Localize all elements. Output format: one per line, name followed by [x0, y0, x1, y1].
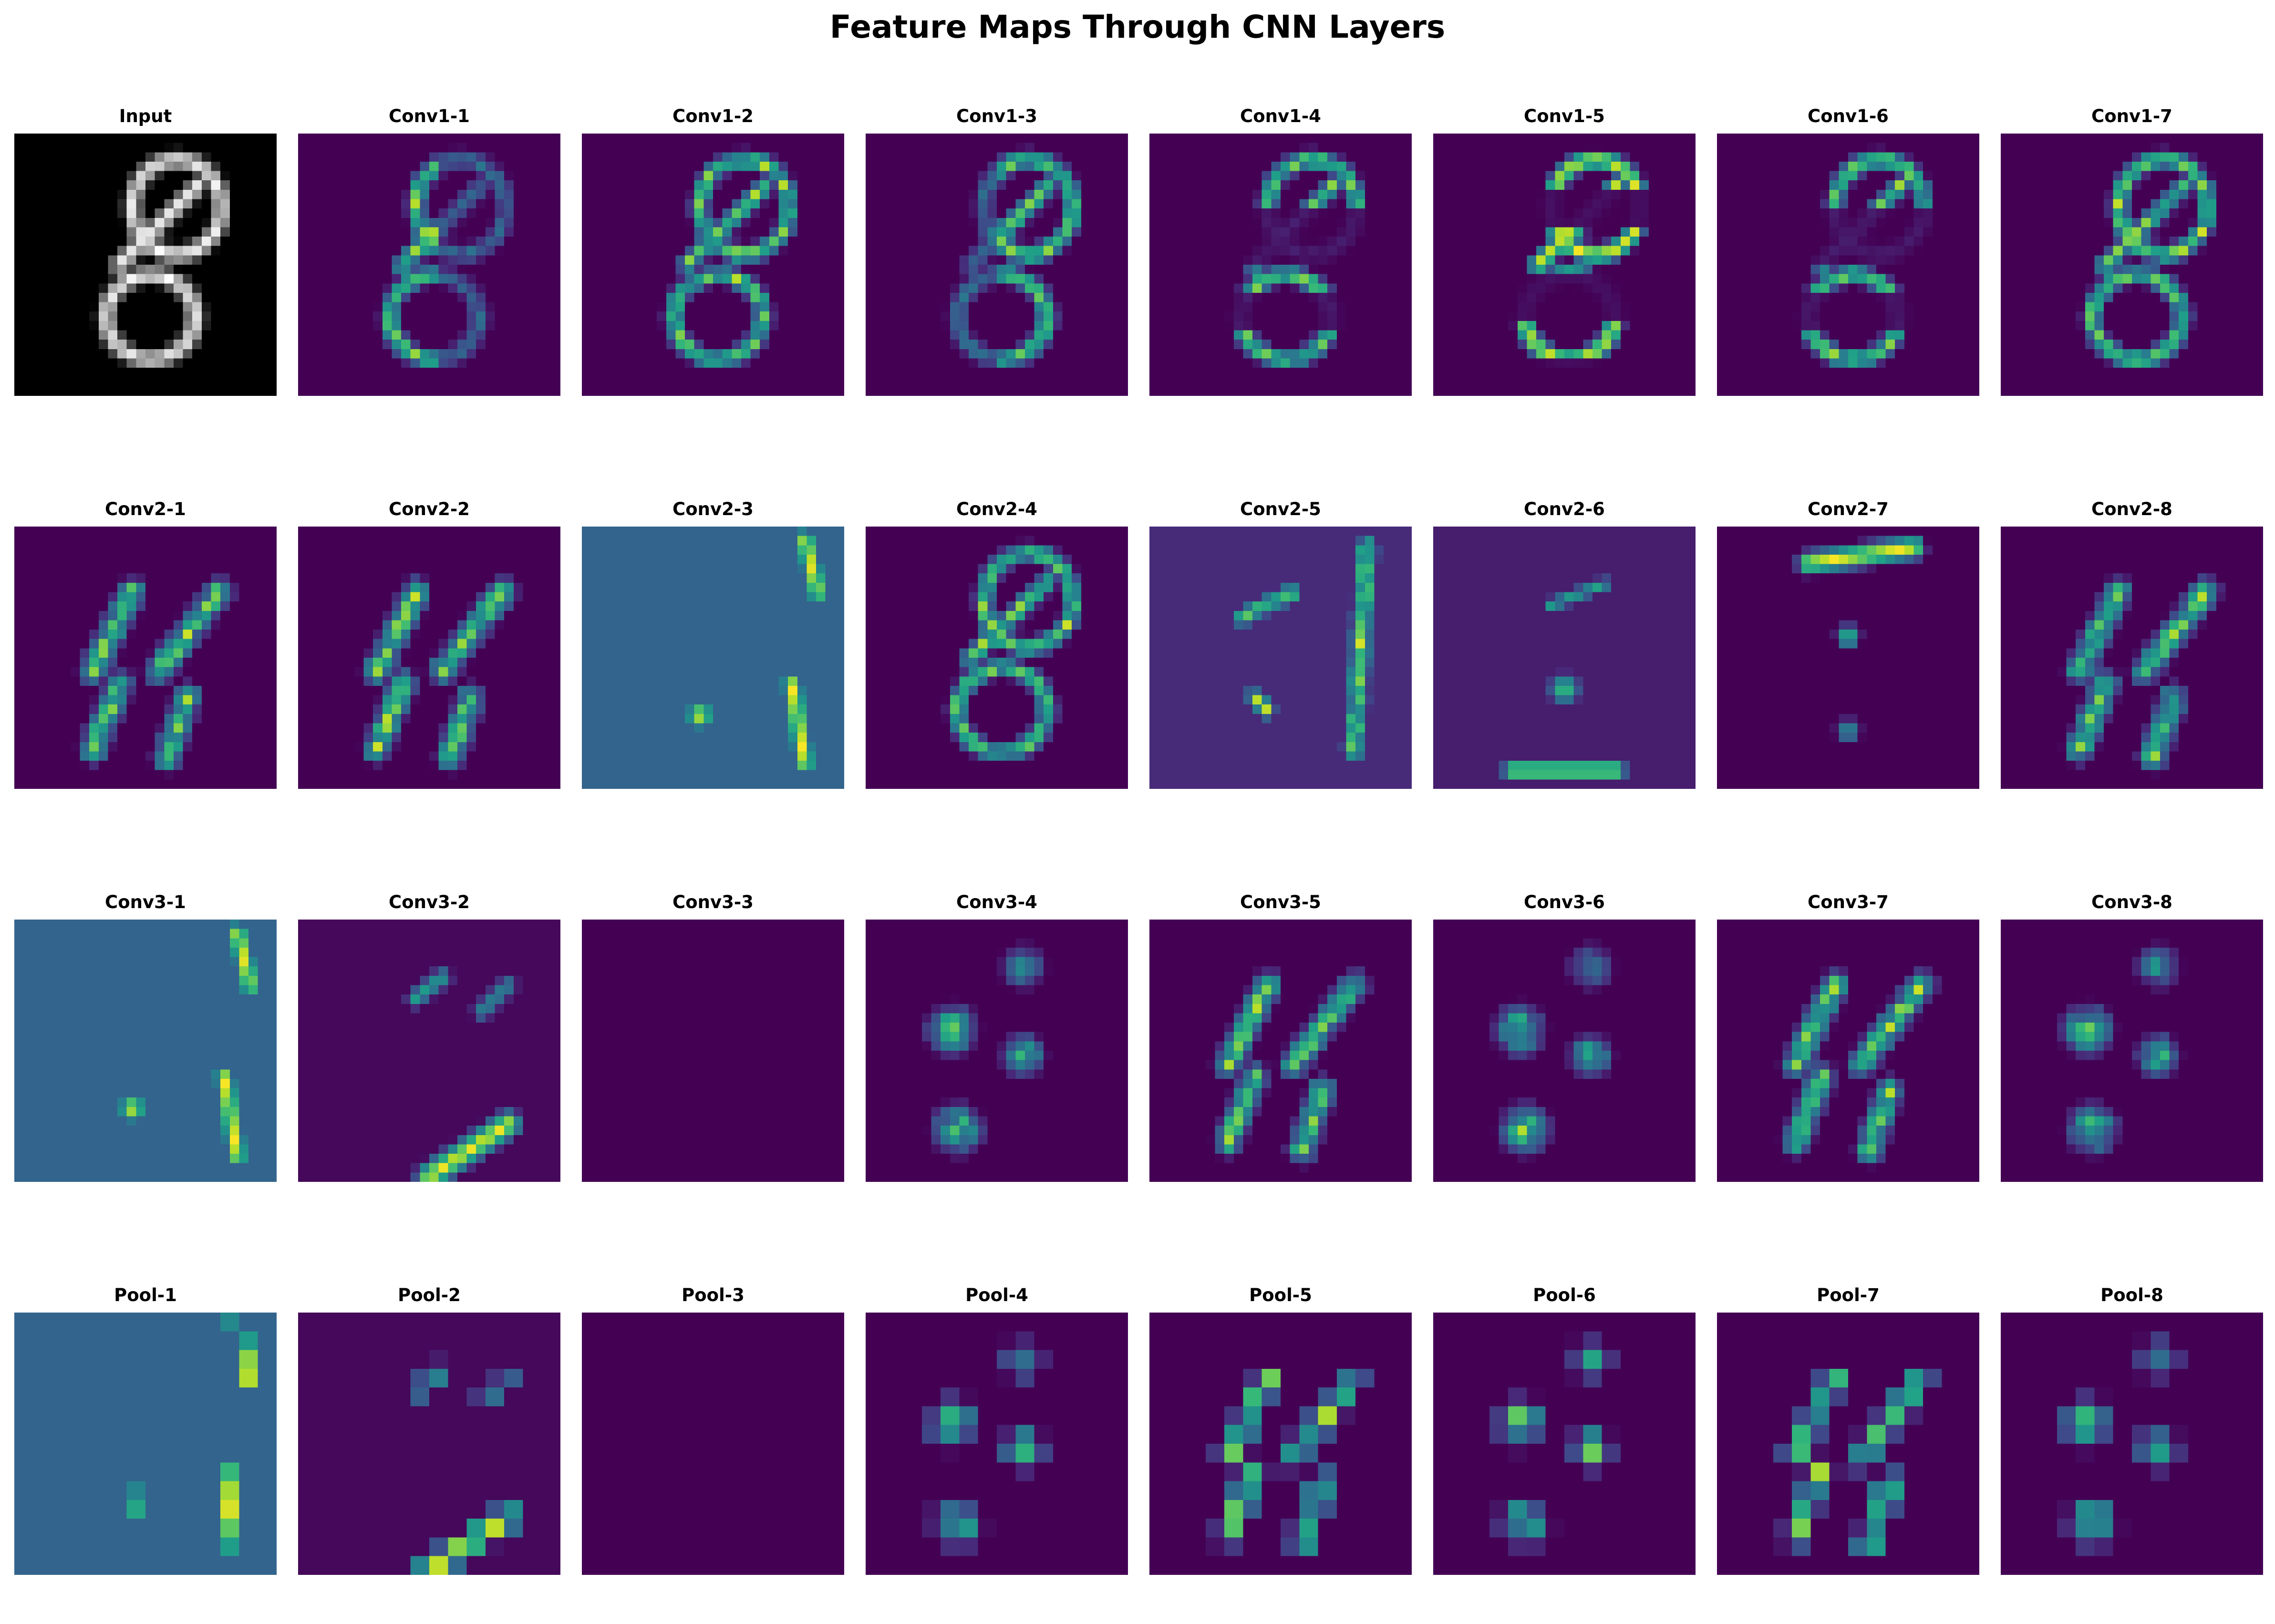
panel-title: Conv3-1	[105, 892, 186, 912]
panel-title: Conv3-3	[672, 892, 754, 912]
panel-pool-2: Pool-2	[298, 1285, 560, 1575]
panel-title: Input	[119, 106, 172, 126]
feature-map-image	[14, 1313, 277, 1575]
panel-conv3-6: Conv3-6	[1433, 892, 1696, 1182]
feature-map-image	[298, 1313, 560, 1575]
panel-conv1-6: Conv1-6	[1717, 106, 1979, 396]
panel-conv2-8: Conv2-8	[2001, 499, 2263, 789]
panel-conv1-7: Conv1-7	[2001, 106, 2263, 396]
feature-map-image	[866, 1313, 1128, 1575]
feature-map-image	[866, 527, 1128, 789]
feature-map-image	[2001, 134, 2263, 396]
panel-title: Conv3-2	[389, 892, 470, 912]
feature-map-image	[1433, 134, 1696, 396]
feature-map-image	[2001, 1313, 2263, 1575]
panel-pool-8: Pool-8	[2001, 1285, 2263, 1575]
feature-map-image	[582, 1313, 844, 1575]
panel-pool-5: Pool-5	[1149, 1285, 1412, 1575]
panel-title: Conv2-1	[105, 499, 186, 519]
feature-map-image	[1149, 527, 1412, 789]
panel-title: Conv1-5	[1524, 106, 1605, 126]
panel-title: Conv2-5	[1240, 499, 1321, 519]
panel-title: Pool-5	[1249, 1285, 1312, 1305]
feature-map-image	[582, 527, 844, 789]
panel-conv3-8: Conv3-8	[2001, 892, 2263, 1182]
panel-title: Conv2-2	[389, 499, 470, 519]
feature-map-image	[2001, 527, 2263, 789]
panel-conv3-5: Conv3-5	[1149, 892, 1412, 1182]
panel-title: Conv3-6	[1524, 892, 1605, 912]
panel-conv3-2: Conv3-2	[298, 892, 560, 1182]
panel-pool-1: Pool-1	[14, 1285, 277, 1575]
panel-title: Conv2-7	[1808, 499, 1889, 519]
feature-map-image	[2001, 920, 2263, 1182]
panel-conv1-4: Conv1-4	[1149, 106, 1412, 396]
panel-conv2-3: Conv2-3	[582, 499, 844, 789]
panel-title: Conv1-2	[672, 106, 754, 126]
panel-conv1-2: Conv1-2	[582, 106, 844, 396]
panel-pool-3: Pool-3	[582, 1285, 844, 1575]
panel-title: Conv2-8	[2091, 499, 2172, 519]
feature-map-image	[1717, 1313, 1979, 1575]
feature-map-image	[298, 134, 560, 396]
panel-conv1-1: Conv1-1	[298, 106, 560, 396]
panel-title: Conv1-6	[1808, 106, 1889, 126]
panel-conv2-1: Conv2-1	[14, 499, 277, 789]
feature-map-image	[1149, 920, 1412, 1182]
panel-title: Pool-4	[965, 1285, 1028, 1305]
panel-title: Pool-6	[1533, 1285, 1596, 1305]
feature-map-image	[14, 527, 277, 789]
panel-title: Pool-7	[1817, 1285, 1880, 1305]
feature-map-image	[298, 920, 560, 1182]
feature-map-image	[1149, 1313, 1412, 1575]
input-image	[14, 134, 277, 396]
panel-conv1-5: Conv1-5	[1433, 106, 1696, 396]
panel-title: Pool-1	[114, 1285, 177, 1305]
panel-title: Conv2-4	[956, 499, 1037, 519]
feature-map-image	[582, 134, 844, 396]
panel-conv2-6: Conv2-6	[1433, 499, 1696, 789]
feature-map-image	[866, 920, 1128, 1182]
panel-title: Conv1-4	[1240, 106, 1321, 126]
panel-title: Conv1-3	[956, 106, 1037, 126]
panel-title: Conv3-5	[1240, 892, 1321, 912]
feature-map-image	[1433, 1313, 1696, 1575]
figure-title: Feature Maps Through CNN Layers	[829, 9, 1446, 45]
feature-map-image	[298, 527, 560, 789]
panel-title: Conv3-8	[2091, 892, 2172, 912]
feature-map-image	[14, 920, 277, 1182]
panel-conv2-4: Conv2-4	[866, 499, 1128, 789]
panel-pool-6: Pool-6	[1433, 1285, 1696, 1575]
panel-title: Conv1-7	[2091, 106, 2172, 126]
feature-map-image	[1433, 920, 1696, 1182]
panel-input: Input	[14, 106, 277, 396]
panel-pool-4: Pool-4	[866, 1285, 1128, 1575]
panel-title: Conv1-1	[389, 106, 470, 126]
panel-conv3-3: Conv3-3	[582, 892, 844, 1182]
panel-pool-7: Pool-7	[1717, 1285, 1979, 1575]
panel-conv3-4: Conv3-4	[866, 892, 1128, 1182]
panel-conv3-1: Conv3-1	[14, 892, 277, 1182]
feature-map-image	[1717, 134, 1979, 396]
panel-conv2-5: Conv2-5	[1149, 499, 1412, 789]
panel-title: Pool-8	[2100, 1285, 2163, 1305]
feature-map-grid: Input Conv1-1 Conv1-2 Conv1-3 Conv1-4 Conv1-5…	[14, 106, 2263, 1612]
panel-conv1-3: Conv1-3	[866, 106, 1128, 396]
panel-title: Pool-2	[398, 1285, 461, 1305]
feature-map-image	[582, 920, 844, 1182]
panel-title: Conv3-7	[1808, 892, 1889, 912]
panel-title: Conv3-4	[956, 892, 1037, 912]
panel-title: Conv2-3	[672, 499, 754, 519]
panel-conv3-7: Conv3-7	[1717, 892, 1979, 1182]
panel-conv2-7: Conv2-7	[1717, 499, 1979, 789]
feature-map-image	[1717, 920, 1979, 1182]
feature-map-image	[866, 134, 1128, 396]
panel-title: Pool-3	[682, 1285, 745, 1305]
feature-map-image	[1717, 527, 1979, 789]
feature-map-image	[1433, 527, 1696, 789]
panel-title: Conv2-6	[1524, 499, 1605, 519]
feature-map-image	[1149, 134, 1412, 396]
panel-conv2-2: Conv2-2	[298, 499, 560, 789]
